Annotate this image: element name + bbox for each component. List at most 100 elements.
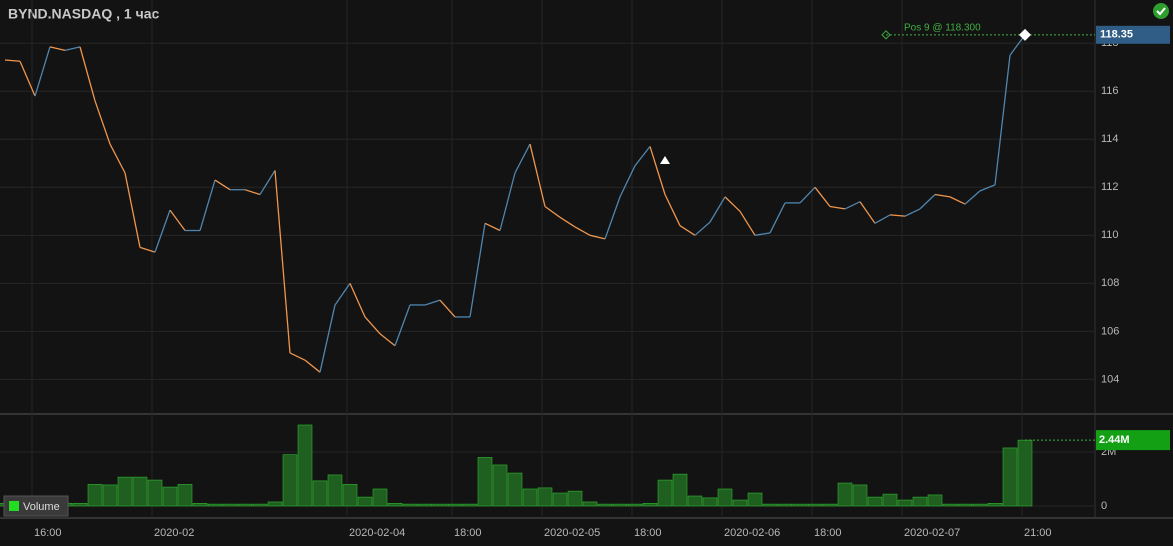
price-segment: [499, 172, 516, 231]
price-segment: [769, 202, 786, 234]
volume-bar: [897, 499, 913, 507]
price-segment: [139, 246, 156, 253]
volume-bar: [837, 482, 853, 507]
price-segment: [259, 170, 276, 195]
price-segment: [439, 299, 456, 318]
volume-bar: [522, 488, 538, 507]
x-tick-label: 2020-02-06: [724, 527, 780, 539]
volume-bar: [297, 424, 313, 507]
volume-bar: [402, 503, 418, 507]
x-tick-label: 2020-02: [154, 527, 194, 539]
y-tick-label: 110: [1101, 229, 1119, 241]
y-tick-label: 116: [1101, 85, 1119, 97]
price-segment: [934, 193, 951, 198]
volume-tag-label: 2.44M: [1099, 434, 1130, 446]
position-marker: [881, 30, 891, 40]
volume-bar: [117, 476, 133, 507]
price-segment: [694, 221, 711, 236]
volume-bar: [237, 503, 253, 507]
x-tick-label: 18:00: [634, 527, 662, 539]
trade-marker: [660, 156, 670, 164]
x-tick-label: 21:00: [1024, 527, 1052, 539]
price-segment: [154, 209, 171, 253]
price-segment: [889, 214, 906, 217]
volume-bar: [507, 472, 523, 507]
price-segment: [529, 143, 546, 207]
price-segment: [319, 304, 336, 373]
price-segment: [964, 190, 981, 205]
volume-bar: [807, 503, 823, 507]
price-segment: [379, 333, 396, 347]
volume-bar: [717, 488, 733, 507]
volume-bar: [732, 499, 748, 507]
price-segment: [739, 210, 756, 236]
x-tick-label: 2020-02-07: [904, 527, 960, 539]
volume-bar: [282, 454, 298, 507]
price-segment: [349, 283, 366, 318]
legend-swatch: [9, 501, 19, 511]
volume-bar: [462, 503, 478, 507]
price-segment: [64, 46, 81, 52]
price-segment: [514, 143, 531, 174]
x-tick-label: 18:00: [454, 527, 482, 539]
price-segment: [199, 179, 216, 231]
price-segment: [19, 60, 36, 97]
legend-box: [3, 495, 69, 517]
price-segment: [814, 186, 831, 207]
volume-bar: [87, 484, 103, 507]
volume-bar: [612, 503, 628, 507]
price-tag: [1096, 25, 1170, 44]
volume-bar: [312, 480, 328, 507]
volume-bar: [207, 503, 223, 507]
volume-bar: [567, 490, 583, 507]
price-segment: [34, 46, 51, 97]
position-annotation: Pos 9 @ 118.300: [904, 22, 981, 33]
y-tick-label: 114: [1101, 133, 1119, 145]
volume-bar: [147, 479, 163, 507]
volume-bar: [792, 503, 808, 507]
price-segment: [619, 165, 636, 198]
price-segment: [274, 170, 291, 354]
price-segment: [484, 222, 501, 232]
price-segment: [649, 146, 666, 195]
price-segment: [364, 316, 381, 335]
volume-bar: [72, 502, 88, 507]
price-segment: [304, 359, 321, 373]
volume-bar: [447, 503, 463, 507]
price-segment: [169, 209, 186, 231]
volume-bar: [882, 493, 898, 507]
volume-bar: [357, 496, 373, 507]
volume-bar: [687, 495, 703, 507]
volume-bar: [102, 484, 118, 507]
volume-bar: [537, 487, 553, 507]
price-segment: [289, 352, 306, 361]
volume-bar: [267, 501, 283, 507]
y-tick-label: 104: [1101, 373, 1119, 385]
price-segment: [79, 46, 96, 102]
price-segment: [49, 46, 66, 52]
x-tick-label: 2020-02-05: [544, 527, 600, 539]
price-segment: [244, 189, 261, 196]
y-tick-label: 0: [1101, 500, 1107, 512]
volume-bar: [252, 503, 268, 507]
price-segment: [754, 232, 771, 236]
volume-bar: [822, 503, 838, 507]
legend-label: Volume: [23, 501, 60, 513]
volume-tag: [1096, 430, 1170, 451]
volume-bar: [192, 502, 208, 507]
volume-bar: [162, 486, 178, 507]
x-tick-label: 18:00: [814, 527, 842, 539]
volume-bar: [387, 502, 403, 507]
volume-bar: [432, 503, 448, 507]
volume-bar: [597, 503, 613, 507]
price-segment: [664, 194, 681, 226]
volume-bar: [372, 488, 388, 507]
price-segment: [469, 223, 486, 318]
price-segment: [94, 100, 111, 145]
y-tick-label: 106: [1101, 325, 1119, 337]
price-segment: [4, 59, 21, 62]
volume-bar: [222, 503, 238, 507]
volume-bar: [627, 503, 643, 507]
